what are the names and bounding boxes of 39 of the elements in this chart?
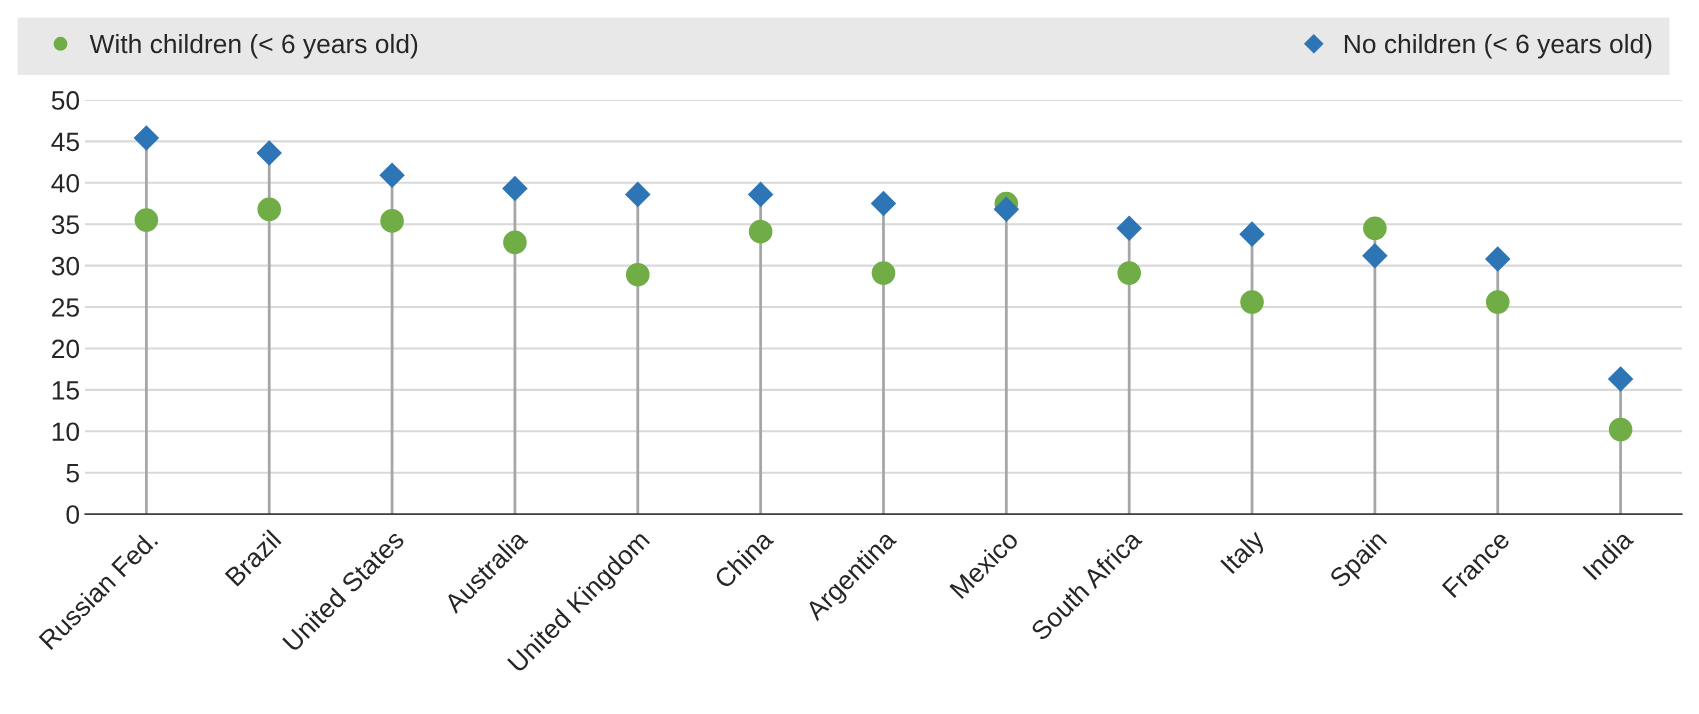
- y-tick-label: 0: [66, 505, 80, 524]
- y-tick-label: 10: [52, 422, 80, 442]
- point: [748, 219, 773, 244]
- y-tick-label: 40: [51, 173, 80, 193]
- y-tick-label: 15: [52, 381, 79, 400]
- y-tick-label: 35: [51, 215, 79, 235]
- point: [993, 196, 1019, 222]
- point: [871, 191, 896, 216]
- point: [1485, 290, 1510, 314]
- point: [1363, 216, 1387, 241]
- y-tick-label: 20: [52, 339, 80, 359]
- point: [625, 181, 651, 207]
- point: [257, 197, 282, 222]
- point: [1608, 366, 1634, 392]
- x-tick-label: Italy: [1219, 528, 1270, 578]
- point: [1608, 417, 1633, 442]
- legend-label: With children (< 6 years old): [89, 33, 418, 59]
- point: [133, 125, 159, 151]
- point: [1485, 246, 1511, 272]
- point: [134, 208, 159, 232]
- point: [748, 181, 774, 207]
- legend-label: No children (< 6 years old): [1344, 33, 1652, 59]
- y-tick-label: 30: [51, 256, 80, 276]
- point: [503, 230, 527, 255]
- point: [379, 162, 405, 188]
- point: [871, 261, 896, 285]
- point: [256, 140, 282, 166]
- point: [1362, 243, 1388, 269]
- point: [1240, 290, 1264, 314]
- point: [380, 209, 404, 233]
- y-tick-label: 5: [66, 464, 79, 483]
- point: [502, 176, 528, 202]
- y-tick-label: 50: [51, 91, 80, 110]
- y-tick-label: 45: [51, 132, 79, 152]
- point: [1117, 261, 1141, 285]
- point: [1116, 215, 1142, 241]
- point: [1239, 221, 1265, 247]
- point: [625, 262, 650, 287]
- y-tick-label: 25: [52, 298, 79, 317]
